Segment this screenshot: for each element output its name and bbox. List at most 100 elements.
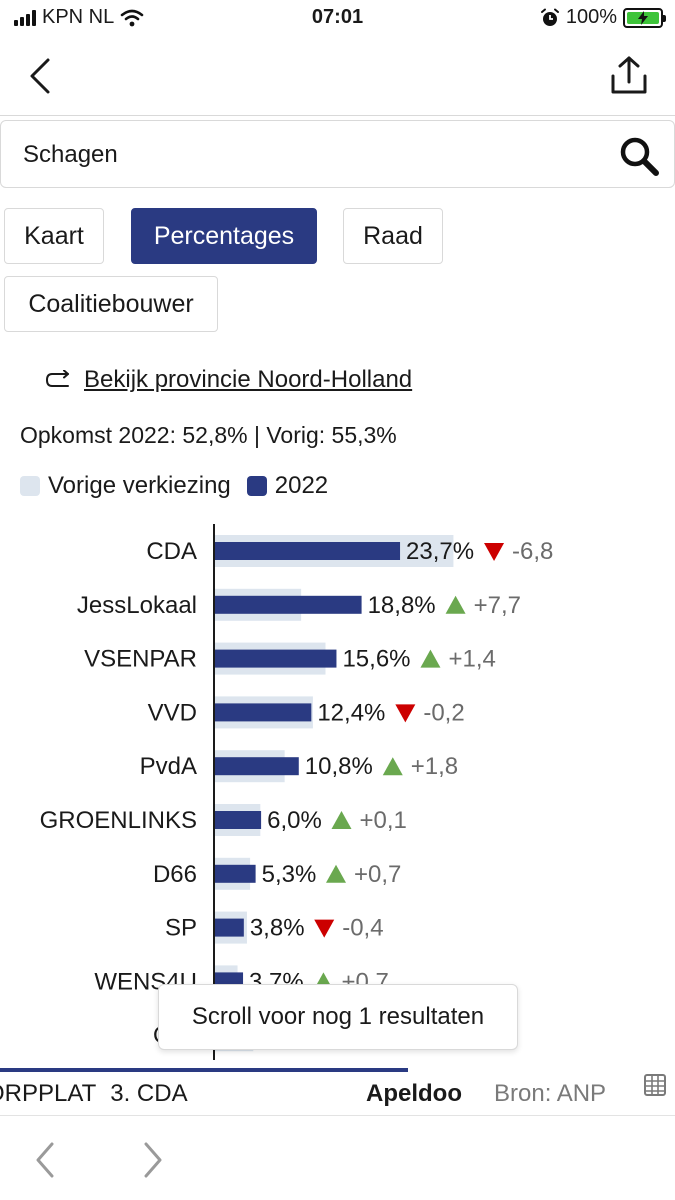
change-label: +0,7 xyxy=(354,861,401,888)
search-input[interactable]: Schagen xyxy=(23,141,118,168)
change-label: +1,4 xyxy=(448,646,495,673)
search-icon[interactable] xyxy=(618,135,660,177)
share-icon xyxy=(611,56,647,94)
tab-coalitiebouwer[interactable]: Coalitiebouwer xyxy=(4,276,218,332)
bar-2022 xyxy=(214,595,362,614)
change-label: +0,1 xyxy=(360,807,407,834)
legend-item-previous: Vorige verkiezing xyxy=(20,472,231,500)
scroll-hint-text: Scroll voor nog 1 resultaten xyxy=(191,1003,485,1030)
trend-up-icon xyxy=(382,757,403,776)
chart-row: GROENLINKS 6,0% +0,1 xyxy=(40,804,407,836)
chevron-left-icon xyxy=(36,1142,54,1178)
browser-forward-button[interactable] xyxy=(136,1138,170,1182)
back-button[interactable] xyxy=(22,54,62,98)
trend-up-icon xyxy=(445,595,466,614)
table-icon[interactable] xyxy=(644,1074,666,1096)
province-link[interactable]: Bekijk provincie Noord-Holland xyxy=(44,366,412,394)
status-right: 100% xyxy=(540,6,666,29)
carrier-name: KPN NL xyxy=(42,6,115,28)
status-time: 07:01 xyxy=(311,6,364,28)
value-label: 12,4% xyxy=(317,699,385,726)
trend-up-icon xyxy=(420,649,441,668)
tab-percentages[interactable]: Percentages xyxy=(131,208,317,264)
tab-label: Raad xyxy=(363,221,423,250)
province-link-label[interactable]: Bekijk provincie Noord-Holland xyxy=(84,366,413,393)
party-label: CDA xyxy=(146,538,197,565)
change-label: -0,4 xyxy=(342,915,383,942)
trend-down-icon xyxy=(484,543,505,561)
tab-kaart[interactable]: Kaart xyxy=(4,208,104,264)
change-label: +7,7 xyxy=(474,592,521,619)
chart-row: VSENPAR 15,6% +1,4 xyxy=(84,642,496,675)
share-button[interactable] xyxy=(607,54,651,98)
tab-raad[interactable]: Raad xyxy=(343,208,443,264)
redirect-arrow-icon xyxy=(45,370,69,387)
party-label: VSENPAR xyxy=(84,646,197,673)
value-label: 18,8% xyxy=(368,592,436,619)
bar-2022 xyxy=(214,811,262,829)
source-label: Bron: ANP xyxy=(494,1080,607,1107)
news-ticker: ORPPLAT 3. CDA Apeldoo Bron: ANP xyxy=(0,1068,675,1116)
party-label: JessLokaal xyxy=(77,592,197,619)
chevron-left-icon xyxy=(30,58,50,94)
party-label: VVD xyxy=(148,699,197,726)
bar-2022 xyxy=(214,918,244,937)
change-label: +1,8 xyxy=(411,753,458,780)
chart-row: JessLokaal 18,8% +7,7 xyxy=(77,588,521,621)
charging-bolt-icon xyxy=(638,10,648,25)
signal-icon xyxy=(14,9,36,26)
trend-down-icon xyxy=(314,919,335,938)
bar-2022 xyxy=(214,757,299,776)
value-label: 23,7% xyxy=(406,538,474,565)
party-label: PvdA xyxy=(140,753,197,780)
chart-row: VVD 12,4% -0,2 xyxy=(148,696,465,729)
battery-icon xyxy=(623,7,666,28)
browser-back-button[interactable] xyxy=(28,1138,62,1182)
chart-row: PvdA 10,8% +1,8 xyxy=(140,750,458,783)
value-label: 10,8% xyxy=(305,753,373,780)
chevron-right-icon xyxy=(144,1142,162,1178)
bar-2022 xyxy=(214,864,256,883)
chart-legend: Vorige verkiezing 2022 xyxy=(20,472,344,500)
ticker-text-c: Apeldoo xyxy=(366,1080,462,1107)
tab-label: Percentages xyxy=(153,221,295,250)
chart-row: D66 5,3% +0,7 xyxy=(153,857,401,890)
wifi-icon xyxy=(120,9,144,26)
status-left: KPN NL xyxy=(14,6,144,29)
bar-2022 xyxy=(214,703,312,722)
results-chart: CDA 23,7% -6,8 JessLokaal 18,8% +7,7 VSENPAR 15… xyxy=(40,524,553,1060)
value-label: 3,8% xyxy=(250,915,305,942)
value-label: 6,0% xyxy=(267,807,322,834)
ticker-text-b: 3. CDA xyxy=(110,1080,188,1107)
value-label: 15,6% xyxy=(342,646,410,673)
legend-swatch-current xyxy=(246,476,267,496)
tab-label: Kaart xyxy=(24,221,84,250)
party-label: SP xyxy=(165,915,197,942)
legend-label-previous: Vorige verkiezing xyxy=(48,472,231,499)
legend-item-current: 2022 xyxy=(246,472,329,500)
trend-up-icon xyxy=(326,864,347,883)
ticker-progress-bar xyxy=(0,1068,408,1072)
top-navigation xyxy=(0,40,675,116)
bottom-navigation xyxy=(0,1116,675,1200)
status-bar: KPN NL 07:01 100% xyxy=(0,0,675,40)
legend-label-current: 2022 xyxy=(274,472,329,499)
legend-swatch-previous xyxy=(20,476,40,496)
scroll-hint-tooltip: Scroll voor nog 1 resultaten xyxy=(158,984,518,1050)
party-label: GROENLINKS xyxy=(40,807,197,834)
tab-label: Coalitiebouwer xyxy=(28,289,194,318)
bar-2022 xyxy=(214,542,401,560)
change-label: -6,8 xyxy=(512,538,553,565)
party-label: D66 xyxy=(153,861,197,888)
trend-down-icon xyxy=(395,704,416,723)
chart-row: WENS4U 3,7% +0,7 xyxy=(94,965,389,998)
change-label: -0,2 xyxy=(423,699,464,726)
ticker-text-a: ORPPLAT xyxy=(0,1080,97,1107)
search-box[interactable]: Schagen xyxy=(0,120,675,188)
chart-row: SP 3,8% -0,4 xyxy=(165,911,384,944)
turnout-text: Opkomst 2022: 52,8% | Vorig: 55,3% xyxy=(20,422,397,448)
trend-up-icon xyxy=(331,811,352,829)
bar-2022 xyxy=(214,649,337,668)
ticker-text: ORPPLAT 3. CDA xyxy=(0,1080,408,1108)
battery-percentage: 100% xyxy=(565,6,617,28)
